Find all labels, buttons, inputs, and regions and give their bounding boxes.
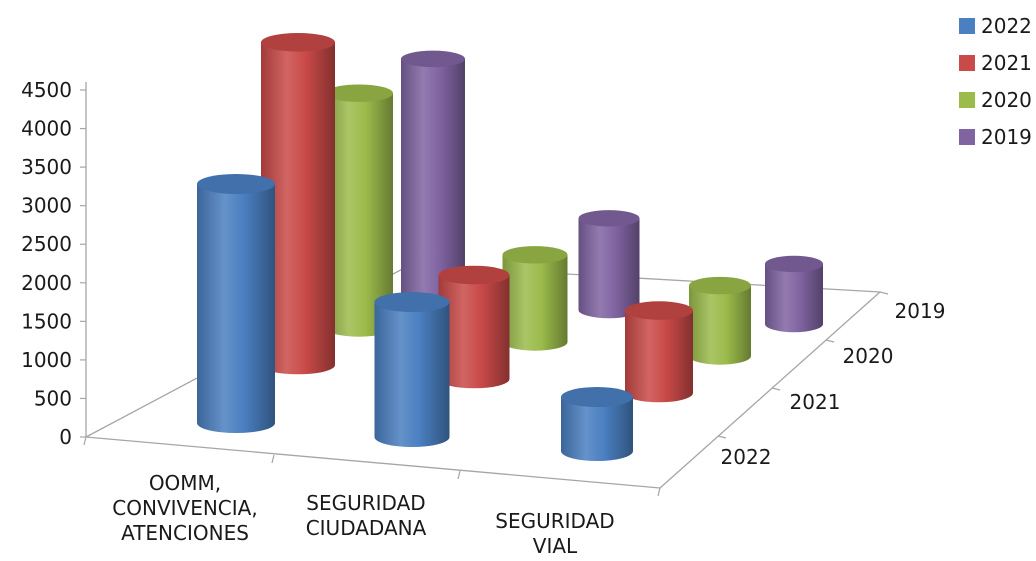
bar-top — [197, 173, 275, 194]
legend-swatch — [959, 129, 975, 145]
bar-seguridad-vial-2020 — [689, 276, 751, 365]
bar-top — [374, 292, 450, 313]
depth-tick-mark — [771, 387, 781, 391]
bar-seguridad-vial-2021 — [625, 301, 693, 403]
y-tick-label: 2500 — [21, 232, 72, 256]
x-axis-line — [85, 436, 661, 489]
y-axis-ticks: 0 500 1000 1500 2000 2500 3000 3500 4000 4500 — [21, 78, 86, 449]
bar-top — [401, 50, 465, 68]
bar-top — [578, 210, 640, 227]
x-tick-mark — [83, 436, 87, 446]
category-label: CIUDADANA — [306, 516, 427, 540]
depth-tick-mark — [825, 339, 835, 343]
bar-body — [325, 93, 393, 337]
bar-oomm-convivencia-atenciones-2019 — [401, 50, 465, 305]
y-tick-label: 1000 — [21, 348, 72, 372]
bar-body — [689, 285, 751, 365]
legend-item-2020: 2020 — [959, 88, 1032, 112]
bar-seguridad-vial-2019 — [765, 255, 823, 333]
bar-top — [561, 387, 633, 408]
depth-tick-mark — [717, 435, 727, 439]
bar-oomm-convivencia-atenciones-2021 — [261, 32, 335, 375]
bar-top — [765, 255, 823, 273]
bar-body — [625, 310, 693, 403]
y-tick-label: 3000 — [21, 194, 72, 218]
bar-top — [689, 276, 751, 295]
x-tick-mark — [657, 487, 661, 497]
bar-seguridad-ciudadana-2022 — [374, 292, 450, 447]
y-tick-label: 3500 — [21, 155, 72, 179]
legend-swatch — [959, 55, 975, 71]
legend-label: 2021 — [981, 51, 1032, 75]
y-tick-label: 4000 — [21, 117, 72, 141]
category-label: OOMM, — [149, 471, 221, 495]
bar-body — [578, 218, 640, 319]
bar-body — [374, 302, 450, 447]
bars — [197, 32, 823, 461]
bar-oomm-convivencia-atenciones-2020 — [325, 84, 393, 337]
y-tick-label: 4500 — [21, 78, 72, 102]
bar-seguridad-ciudadana-2021 — [438, 265, 510, 389]
bar-body — [197, 183, 275, 433]
category-labels: OOMM,CONVIVENCIA,ATENCIONESSEGURIDADCIUD… — [83, 436, 661, 558]
legend-item-2019: 2019 — [959, 125, 1032, 149]
bar-seguridad-vial-2022 — [561, 387, 633, 461]
category-label: SEGURIDAD — [495, 509, 614, 533]
bar-top — [438, 265, 510, 285]
category-label: VIAL — [533, 534, 578, 558]
bar-oomm-convivencia-atenciones-2022 — [197, 173, 275, 433]
legend-swatch — [959, 18, 975, 34]
depth-axis-line — [659, 291, 881, 489]
legend: 2022 2021 2020 2019 — [959, 14, 1032, 149]
y-tick-label: 1500 — [21, 309, 72, 333]
bar-body — [765, 263, 823, 333]
y-tick-label: 500 — [34, 386, 72, 410]
bar-top — [502, 246, 568, 264]
x-tick-mark — [457, 470, 461, 480]
category-label: SEGURIDAD — [306, 491, 425, 515]
legend-label: 2022 — [981, 14, 1032, 38]
bar-body — [401, 58, 465, 305]
depth-label-2020: 2020 — [843, 344, 894, 368]
depth-label-2019: 2019 — [895, 299, 946, 323]
depth-label-2022: 2022 — [721, 445, 772, 469]
category-label: CONVIVENCIA, — [112, 496, 257, 520]
bar-body — [261, 42, 335, 375]
legend-swatch — [959, 92, 975, 108]
bar-seguridad-ciudadana-2020 — [502, 246, 568, 351]
category-label: ATENCIONES — [121, 521, 249, 545]
bar-seguridad-ciudadana-2019 — [578, 210, 640, 319]
depth-tick-mark — [879, 291, 889, 295]
legend-label: 2019 — [981, 125, 1032, 149]
depth-label-2021: 2021 — [790, 390, 841, 414]
bar-body — [502, 254, 568, 351]
bar-body — [561, 397, 633, 461]
y-tick-label: 0 — [59, 425, 72, 449]
bar-body — [438, 275, 510, 389]
legend-label: 2020 — [981, 88, 1032, 112]
bar-top — [325, 84, 393, 102]
legend-item-2022: 2022 — [959, 14, 1032, 38]
y-tick-label: 2000 — [21, 271, 72, 295]
bar-top — [261, 32, 335, 52]
bar-top — [625, 301, 693, 320]
x-tick-mark — [271, 454, 275, 464]
legend-item-2021: 2021 — [959, 51, 1032, 75]
